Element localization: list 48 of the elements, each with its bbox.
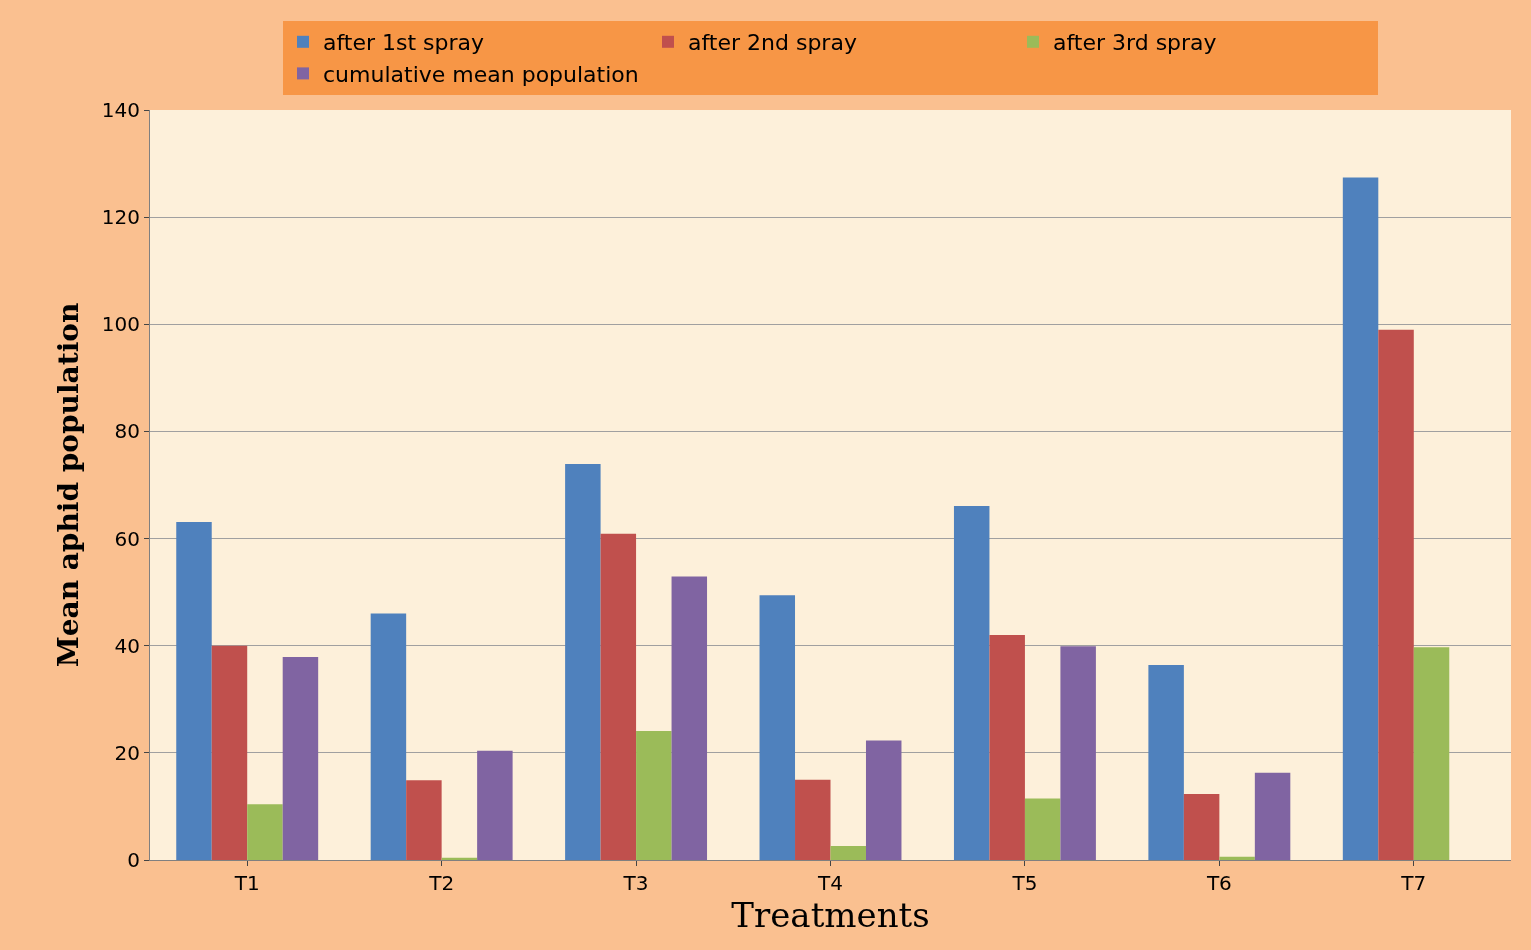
bar: [477, 750, 513, 860]
y-tick-label: 80: [114, 419, 140, 444]
bar: [247, 804, 283, 860]
bar: [441, 857, 478, 860]
bar: [759, 595, 796, 860]
bar: [795, 779, 831, 860]
bar: [1378, 329, 1414, 860]
bar: [282, 656, 319, 860]
legend-label: after 2nd spray: [688, 30, 857, 56]
bar: [1148, 665, 1184, 860]
bar: [953, 505, 990, 860]
y-tick-label: 140: [101, 98, 140, 122]
bar: [1342, 177, 1379, 860]
bar: [671, 576, 708, 860]
bar: [176, 521, 212, 860]
bar: [830, 846, 866, 860]
bar: [1219, 856, 1255, 860]
bar: [1024, 798, 1061, 860]
bar: [211, 645, 248, 860]
bar: [1413, 647, 1450, 860]
x-tick-label: T1: [233, 871, 260, 895]
bar: [370, 613, 407, 860]
x-tick-label: T4: [817, 871, 843, 895]
bar: [1254, 772, 1291, 860]
y-tick-label: 100: [101, 312, 140, 337]
bar: [865, 740, 902, 860]
y-tick-label: 60: [114, 526, 140, 551]
legend-label: cumulative mean population: [323, 61, 639, 87]
x-tick-label: T5: [1011, 871, 1038, 895]
y-tick-label: 40: [114, 633, 140, 658]
y-tick-label: 0: [127, 848, 140, 872]
legend-label: after 3rd spray: [1053, 30, 1217, 56]
legend-label: after 1st spray: [323, 30, 485, 56]
y-tick-label: 120: [101, 205, 140, 230]
bar: [1060, 646, 1096, 860]
y-axis-title: Mean aphid population: [51, 302, 85, 668]
x-tick-label: T6: [1205, 871, 1232, 895]
bar: [600, 533, 637, 860]
bar: [1183, 794, 1220, 860]
y-tick-label: 20: [114, 740, 140, 765]
bar: [565, 464, 601, 860]
bar: [989, 635, 1025, 860]
x-tick-label: T3: [622, 871, 649, 895]
x-tick-label: T7: [1400, 871, 1427, 895]
x-tick-label: T2: [428, 871, 455, 895]
bar: [406, 780, 442, 860]
x-axis-title: Treatments: [731, 895, 930, 935]
bar: [636, 730, 672, 860]
